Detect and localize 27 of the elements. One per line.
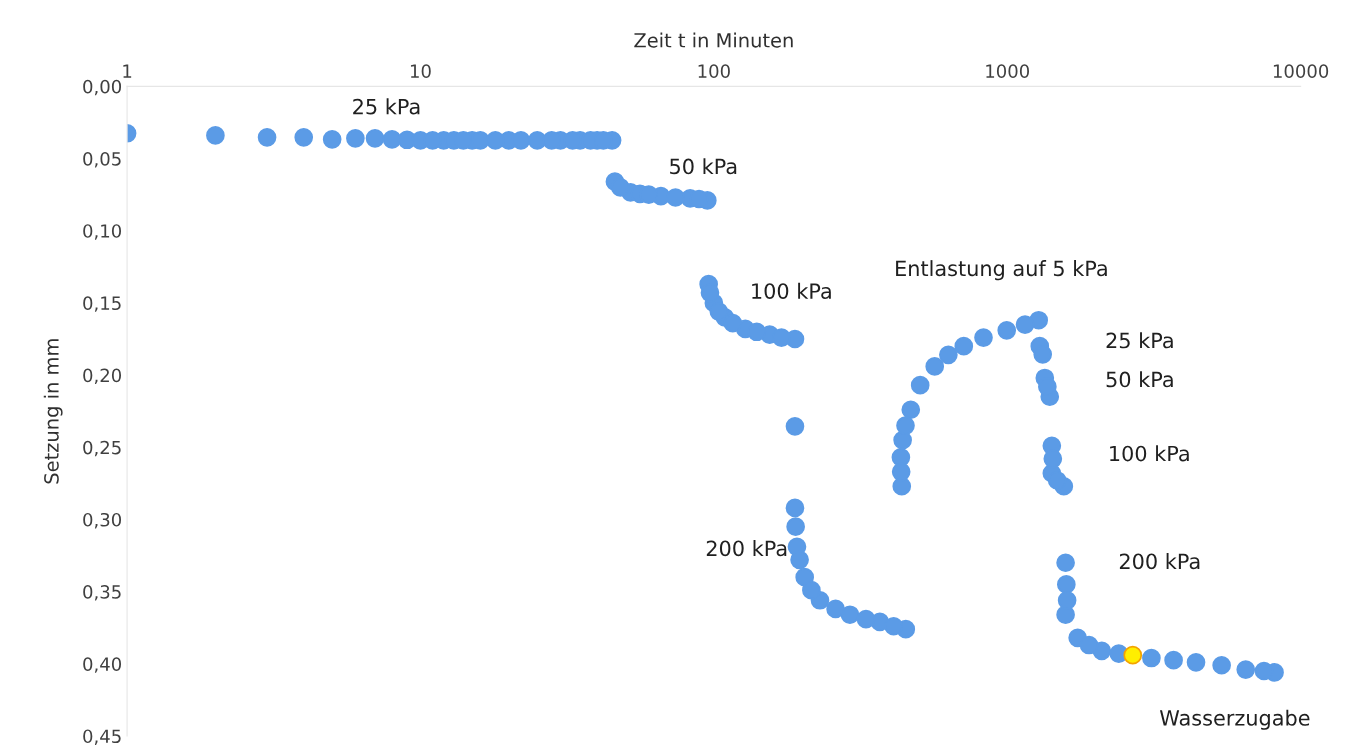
y-tick-label: 0,25	[83, 440, 121, 457]
x-tick-label: 1	[123, 64, 132, 78]
y-tick-label: 0,00	[83, 79, 122, 96]
y-tick-label: 0,05	[83, 152, 121, 168]
annotation: 200 kPa	[706, 540, 787, 557]
y-tick-label: 0,20	[83, 368, 122, 385]
y-tick-label: 0,45	[83, 729, 121, 745]
y-tick-label: 0,40	[83, 657, 122, 673]
annotation: 25 kPa	[353, 98, 420, 115]
annotation: 100 kPa	[1110, 445, 1189, 462]
x-tick-label: 1000	[986, 64, 1030, 79]
annotation: Entlastung auf 5 kPa	[896, 260, 1107, 281]
annotation: 50 kPa	[1106, 371, 1173, 388]
x-tick-label: 100	[698, 64, 730, 79]
x-tick-label: 10000	[1273, 64, 1329, 79]
x-tick-label: 10	[410, 64, 431, 79]
annotation: 50 kPa	[670, 158, 737, 175]
y-tick-label: 0,30	[83, 512, 122, 529]
annotation: 200 kPa	[1119, 553, 1200, 570]
annotation: 100 kPa	[752, 282, 831, 299]
y-axis-title: Setzung in mm	[43, 339, 63, 484]
x-axis-title: Zeit t in Minuten	[634, 32, 793, 48]
y-tick-label: 0,35	[83, 585, 121, 601]
y-tick-label: 0,15	[83, 296, 121, 312]
annotation: 25 kPa	[1106, 332, 1173, 349]
y-tick-label: 0,10	[83, 224, 122, 240]
annotation: Wasserzugabe	[1159, 709, 1310, 730]
